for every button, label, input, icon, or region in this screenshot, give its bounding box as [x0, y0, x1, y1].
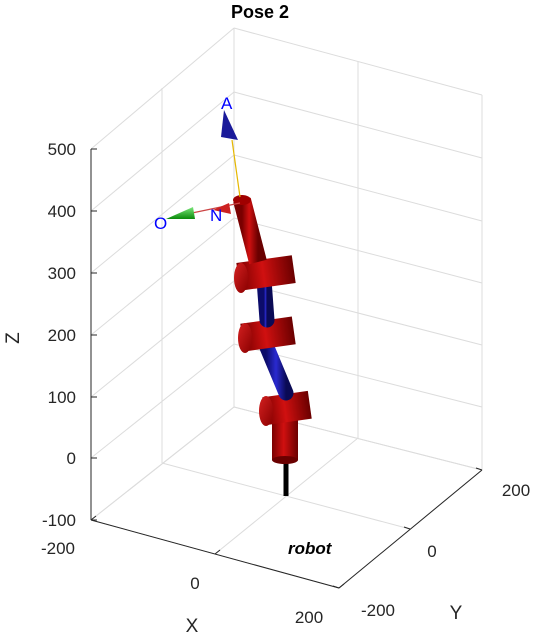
- robot-name-label: robot: [288, 539, 333, 558]
- z-tick-label: 100: [48, 388, 76, 407]
- normal-arrow: [213, 203, 231, 214]
- joint-1-end-cap: [259, 396, 273, 426]
- joint-3-end-cap: [234, 263, 248, 293]
- z-tick-label: 200: [48, 326, 76, 345]
- joint-1-cylinder: [262, 390, 312, 426]
- y-axis-label: Y: [450, 603, 463, 624]
- back-grid: [90, 27, 483, 589]
- y-tick-label: 200: [502, 481, 530, 500]
- z-tick-label: -100: [42, 511, 76, 530]
- orientation-axis-line: [191, 202, 241, 214]
- frame-label-a: A: [221, 94, 233, 113]
- z-tick-label: 500: [48, 140, 76, 159]
- x-tick-labels: -200 0 200: [41, 539, 323, 627]
- approach-axis-line: [231, 139, 241, 198]
- lower-link: [258, 337, 294, 401]
- y-tick-label: 0: [427, 542, 436, 561]
- joint-2-end-cap: [238, 323, 252, 353]
- robot-model: [233, 195, 312, 496]
- forearm-end-cap: [233, 195, 251, 205]
- approach-arrow: [221, 110, 238, 140]
- x-tick-label: -200: [41, 539, 75, 558]
- z-tick-label: 0: [67, 449, 76, 468]
- x-tick-label: 200: [295, 608, 323, 627]
- base-link-bottom-cap: [272, 456, 298, 464]
- z-tick-label: 300: [48, 264, 76, 283]
- joint-3-cylinder: [236, 255, 296, 291]
- orientation-arrow: [166, 207, 195, 219]
- forearm-link: [233, 197, 267, 265]
- x-tick-label: 0: [190, 574, 199, 593]
- tool-frame: A O N: [154, 94, 241, 233]
- z-tick-label: 400: [48, 202, 76, 221]
- y-tick-labels: -200 0 200: [361, 481, 530, 620]
- base-link: [272, 418, 298, 460]
- joint-2-cylinder: [240, 316, 296, 352]
- y-tick-label: -200: [361, 601, 395, 620]
- chart-title: Pose 2: [231, 2, 289, 22]
- z-axis-label: Z: [3, 332, 24, 344]
- x-axis-label: X: [186, 616, 199, 637]
- frame-label-n: N: [210, 206, 222, 225]
- frame-label-o: O: [154, 214, 167, 233]
- z-tick-labels: 500 400 300 200 100 0 -100: [42, 140, 76, 530]
- axes: [90, 148, 483, 589]
